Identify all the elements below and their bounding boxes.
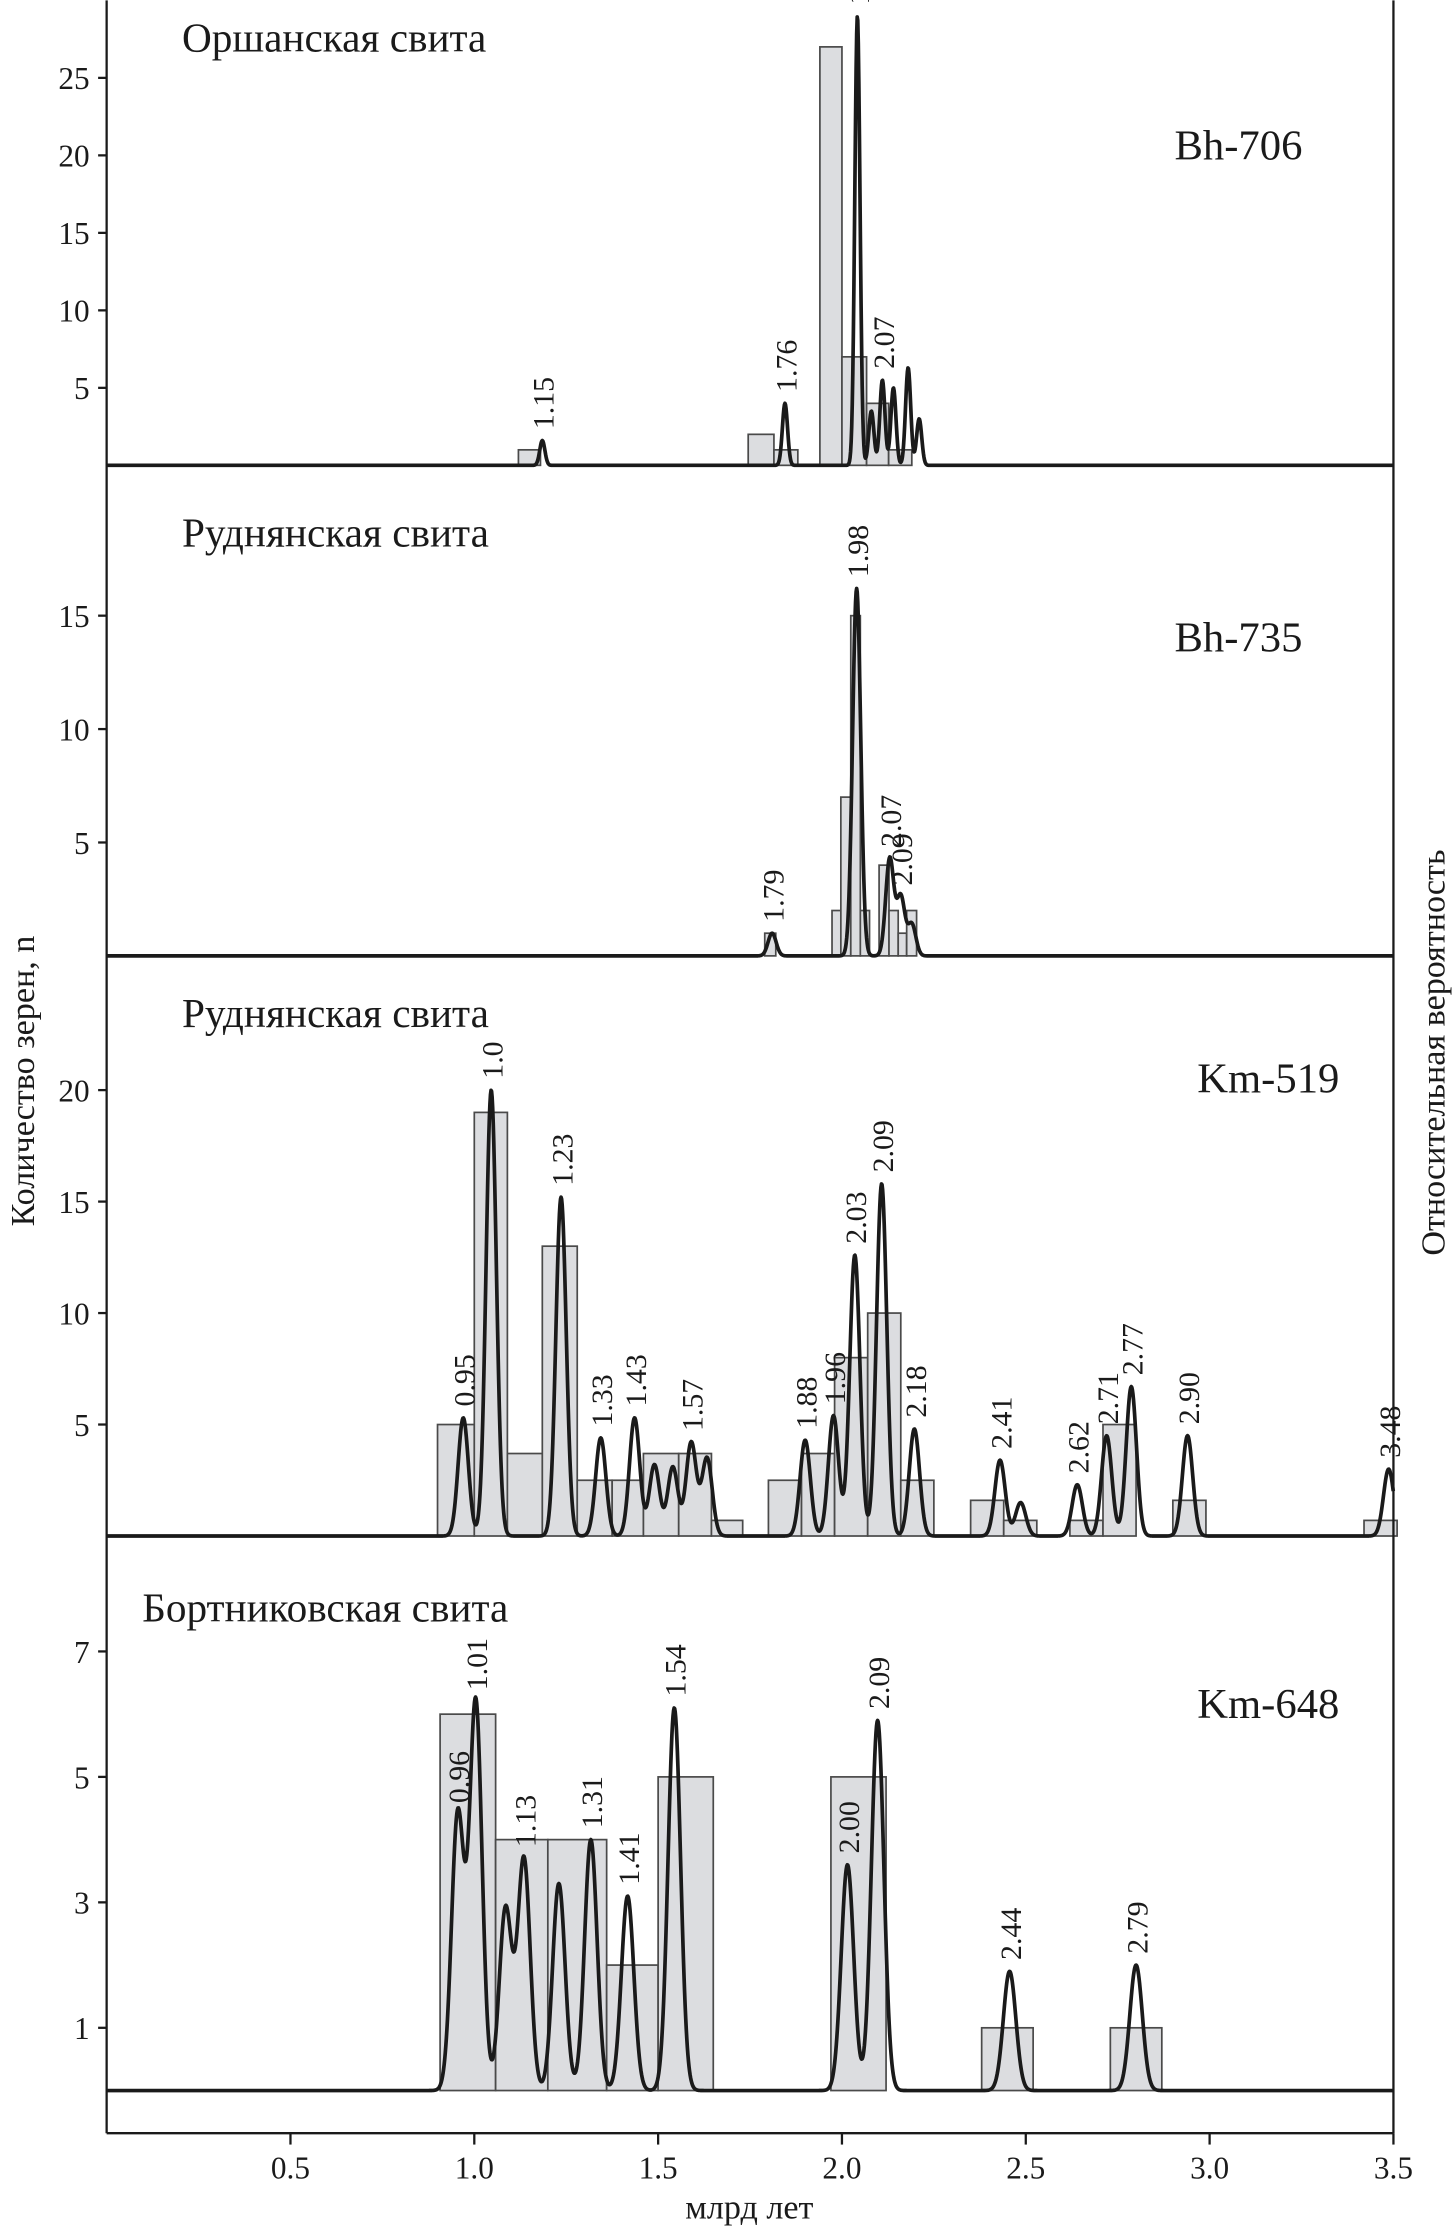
histogram-bar [897,932,908,957]
peak-age-label: 2.18 [900,1365,933,1417]
axes-frame: 0.5 1.0 1.5 2.0 2.5 3.0 3.5 [105,0,1413,2186]
x-tick-label: 2.5 [1006,2151,1045,2186]
y-tick-label: 7 [74,1635,90,1670]
y-axis-title: Количество зерен, n [5,936,42,1227]
y-tick-label: 15 [58,216,89,251]
y2-axis-title: Относительная вероятность [1416,849,1453,1255]
panel-title: Бортниковская свита [142,1584,508,1630]
peak-age-label: 1.41 [613,1832,646,1884]
y-tick-label: 20 [58,139,89,174]
peak-age-label: 2.07 [868,316,901,368]
sample-name: Km-519 [1197,1055,1339,1102]
y-tick-label: 5 [74,1408,90,1443]
peak-age-label: 1.31 [576,1776,609,1828]
peak-age-label: 2.62 [1063,1421,1096,1473]
y-tick-label: 15 [58,1185,89,1220]
peak-age-label: 0.96 [443,1751,476,1803]
x-tick-label: 1.5 [639,2151,678,2186]
panel-title: Руднянская свита [182,509,489,555]
peak-age-label: 1.76 [770,340,803,392]
y-tick-label: 25 [58,61,89,96]
panel-km-519: 0.95 1.0 1.23 1.33 1.43 1.57 1.881.96 2.03 2.09 2… [58,990,1407,1538]
peak-age-label: 1.98 [842,525,875,577]
sample-name: Km-648 [1197,1681,1339,1728]
x-tick-label: 0.5 [271,2151,310,2186]
sample-name: Bh-735 [1174,615,1302,662]
peak-age-label: 1.57 [677,1379,710,1431]
probability-density-curve [105,1695,1395,2093]
x-tick-label: 2.0 [822,2151,861,2186]
peak-age-label: 2.44 [995,1908,1028,1960]
peak-age-label: 1.99 [843,0,876,5]
panel-title: Руднянская свита [182,990,489,1036]
panel-title: Оршанская свита [182,15,486,61]
peak-age-label: 2.77 [1117,1323,1150,1375]
x-axis-title: млрд лет [685,2190,813,2226]
peak-age-label: 1.13 [509,1795,542,1847]
y-tick-label: 10 [58,294,89,329]
peak-age-label: 2.90 [1173,1372,1206,1424]
peak-age-label: 2.09 [867,1120,900,1172]
y-tick-label: 10 [58,712,89,747]
panel-km-648: 0.96 1.01 1.13 1.311.41 1.54 2.00 2.09 2.44 2.79… [74,1584,1395,2093]
peak-age-label: 0.95 [449,1354,482,1406]
sample-name: Bh-706 [1174,123,1302,170]
peak-age-label: 2.03 [840,1191,873,1243]
y-tick-label: 5 [74,371,90,406]
y-tick-label: 3 [74,1886,90,1921]
y-tick-label: 10 [58,1296,89,1331]
peak-age-label: 1.96 [819,1352,852,1404]
panel-bh-735: 1.79 1.98 2.072.09 5 10 15 Руднянская свита Bh-… [58,509,1395,958]
histogram-bar [1109,2026,1163,2092]
peak-age-label: 1.54 [660,1644,693,1696]
histogram-bar [747,433,775,467]
peak-age-label: 1.15 [528,377,561,429]
peak-age-label: 2.07 [875,795,908,847]
peak-age-label: 3.48 [1374,1406,1407,1458]
panel-bh-706: 1.15 1.76 1.99 2.07 5 10 15 20 25 Оршанская свита… [58,0,1395,468]
probability-density-curve [105,15,1395,468]
y-tick-label: 5 [74,826,90,861]
y-tick-label: 5 [74,1760,90,1795]
y-tick-label: 15 [58,599,89,634]
histogram-bar [506,1452,544,1537]
histogram-bar [888,909,900,957]
peak-age-label: 1.23 [546,1134,579,1186]
probability-density-curve [105,586,1395,958]
peak-age-label: 1.33 [586,1374,619,1426]
peak-age-label: 2.09 [886,833,919,885]
peak-age-label: 2.41 [985,1397,1018,1449]
peak-age-label: 2.00 [833,1801,866,1853]
peak-age-label: 1.79 [757,870,790,922]
peak-age-label: 2.71 [1092,1372,1125,1424]
peak-age-label: 2.09 [863,1657,896,1709]
y-tick-label: 1 [74,2011,90,2046]
peak-age-label: 1.88 [791,1377,824,1429]
histogram-bar [819,46,843,467]
peak-age-label: 1.01 [461,1638,494,1690]
x-tick-label: 1.0 [455,2151,494,2186]
y-tick-label: 20 [58,1073,89,1108]
x-tick-label: 3.5 [1374,2151,1413,2186]
peak-age-label: 1.43 [620,1354,653,1406]
x-tick-label: 3.0 [1190,2151,1229,2186]
peak-age-label: 2.79 [1121,1901,1154,1953]
probability-density-curve [105,1088,1396,1538]
peak-age-label: 1.0 [477,1041,510,1078]
histogram-bar [831,909,842,957]
